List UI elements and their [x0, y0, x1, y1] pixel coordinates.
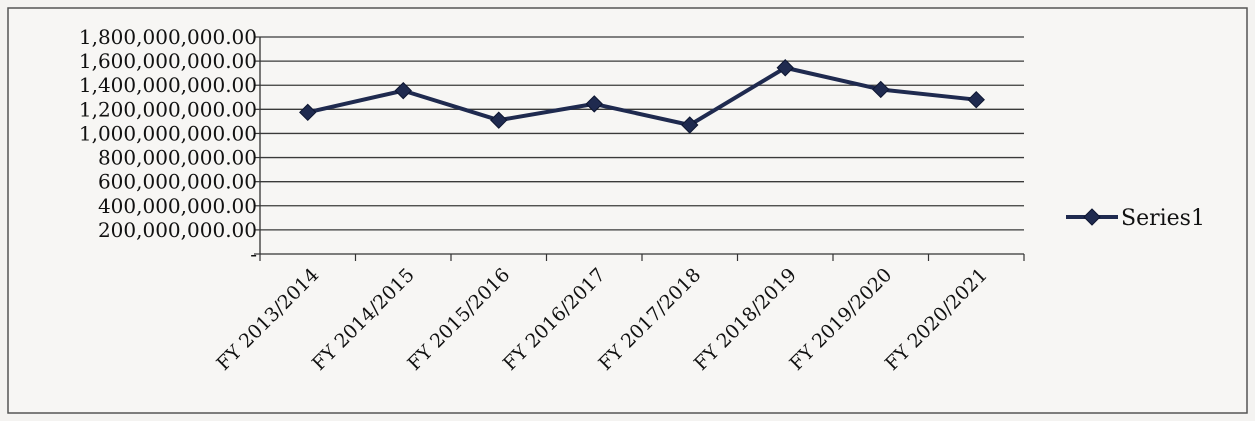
y-tick-label: 1,800,000,000.00 — [79, 25, 257, 49]
y-tick-label: 1,200,000,000.00 — [79, 97, 257, 121]
y-tick-label: 800,000,000.00 — [98, 146, 257, 170]
legend: Series1 — [1066, 206, 1205, 231]
data-point-marker — [585, 95, 603, 113]
y-tick-label: 200,000,000.00 — [98, 218, 257, 242]
data-point-marker — [681, 116, 699, 134]
y-tick-label: - — [250, 242, 257, 266]
data-point-marker — [490, 111, 508, 129]
y-tick-label: 1,000,000,000.00 — [79, 121, 257, 145]
data-point-marker — [776, 59, 794, 77]
legend-label: Series1 — [1121, 206, 1205, 231]
y-tick-label: 400,000,000.00 — [98, 194, 257, 218]
data-point-marker — [394, 81, 412, 100]
gridlines — [260, 36, 1024, 231]
y-tick-label: 600,000,000.00 — [98, 170, 257, 194]
data-point-marker — [967, 90, 985, 109]
data-point-marker — [872, 80, 890, 99]
legend-marker — [1083, 208, 1101, 226]
series-layer — [299, 59, 985, 134]
y-tick-label: 1,600,000,000.00 — [79, 49, 257, 73]
y-tick-label: 1,400,000,000.00 — [79, 73, 257, 97]
chart-frame — [7, 7, 1248, 414]
series-line — [307, 65, 977, 128]
data-point-marker — [299, 103, 317, 122]
